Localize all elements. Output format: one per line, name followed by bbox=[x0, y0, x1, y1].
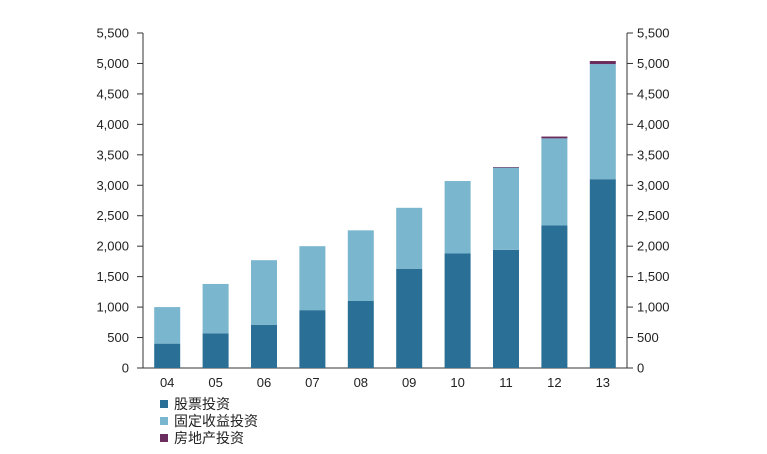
right-y-tick-label: 4,000 bbox=[637, 117, 670, 132]
left-y-tick-label: 3,500 bbox=[96, 147, 129, 162]
legend-label: 房地产投资 bbox=[174, 430, 244, 446]
left-y-axis: 0 500 1,000 1,500 2,000 2,500 3,000 3,500 4,000 4… bbox=[96, 26, 144, 376]
right-y-tick-label: 5,500 bbox=[637, 26, 670, 41]
right-y-axis: 0 500 1,000 1,500 2,000 2,500 3,000 3,500 4,000 4… bbox=[626, 26, 670, 376]
x-tick-label: 09 bbox=[402, 375, 416, 390]
left-y-tick-label: 5,000 bbox=[96, 56, 129, 71]
left-y-tick-label: 3,000 bbox=[96, 178, 129, 193]
left-y-tick-label: 4,000 bbox=[96, 117, 129, 132]
right-y-tick-label: 4,500 bbox=[637, 86, 670, 101]
right-y-tick-label: 1,500 bbox=[637, 269, 670, 284]
bar-segment-fixed-income bbox=[299, 246, 326, 311]
bar-segment-real-estate bbox=[541, 136, 568, 139]
bar-segment-real-estate bbox=[589, 61, 616, 65]
bar-segment-equity bbox=[202, 333, 229, 368]
left-y-tick-label: 1,000 bbox=[96, 300, 129, 315]
bar-segment-equity bbox=[251, 324, 277, 368]
x-tick-label: 05 bbox=[208, 375, 222, 390]
bar-segment-equity bbox=[493, 249, 519, 368]
x-tick-label: 10 bbox=[450, 375, 464, 390]
right-y-tick-label: 2,000 bbox=[637, 239, 670, 254]
bar-segment-fixed-income bbox=[589, 64, 616, 180]
bar-segment-equity bbox=[589, 179, 616, 368]
right-y-tick-label: 3,000 bbox=[637, 178, 670, 193]
bars-group bbox=[154, 61, 616, 368]
bar-segment-fixed-income bbox=[251, 260, 277, 325]
right-y-tick-label: 3,500 bbox=[637, 147, 670, 162]
left-y-tick-label: 2,500 bbox=[96, 208, 129, 223]
legend-swatch-real-estate bbox=[160, 434, 168, 442]
bar-segment-fixed-income bbox=[202, 283, 229, 334]
x-tick-label: 08 bbox=[354, 375, 368, 390]
right-y-tick-label: 1,000 bbox=[637, 300, 670, 315]
x-tick-label: 13 bbox=[596, 375, 610, 390]
bar-segment-fixed-income bbox=[347, 230, 374, 301]
right-y-tick-label: 0 bbox=[637, 361, 644, 376]
bar-segment-fixed-income bbox=[154, 307, 181, 344]
bar-segment-equity bbox=[444, 253, 471, 368]
bar-segment-fixed-income bbox=[444, 181, 471, 254]
bar-segment-equity bbox=[347, 301, 374, 368]
bar-segment-equity bbox=[299, 310, 326, 368]
left-y-tick-label: 500 bbox=[107, 330, 129, 345]
x-tick-label: 12 bbox=[547, 375, 561, 390]
x-tick-label: 04 bbox=[160, 375, 174, 390]
bar-segment-real-estate bbox=[493, 167, 519, 168]
left-y-tick-label: 1,500 bbox=[96, 269, 129, 284]
legend-swatch-fixed-income bbox=[160, 417, 168, 425]
legend-swatch-equity bbox=[160, 400, 168, 408]
right-y-tick-label: 500 bbox=[637, 330, 659, 345]
bar-segment-equity bbox=[154, 343, 181, 368]
left-y-tick-label: 4,500 bbox=[96, 86, 129, 101]
left-y-tick-label: 0 bbox=[122, 361, 129, 376]
bar-segment-equity bbox=[541, 225, 568, 368]
x-tick-label: 06 bbox=[257, 375, 271, 390]
left-y-tick-label: 5,500 bbox=[96, 26, 129, 41]
bar-segment-fixed-income bbox=[541, 138, 568, 226]
bar-segment-fixed-income bbox=[396, 207, 423, 269]
x-tick-label: 07 bbox=[305, 375, 319, 390]
x-tick-label: 11 bbox=[499, 375, 513, 390]
x-axis: 04 05 06 07 08 09 10 11 12 13 bbox=[143, 367, 627, 390]
bar-segment-equity bbox=[396, 268, 423, 368]
right-y-tick-label: 2,500 bbox=[637, 208, 670, 223]
bar-segment-fixed-income bbox=[493, 167, 519, 250]
left-y-tick-label: 2,000 bbox=[96, 239, 129, 254]
right-y-tick-label: 5,000 bbox=[637, 56, 670, 71]
legend-label: 固定收益投资 bbox=[174, 413, 258, 429]
legend-label: 股票投资 bbox=[174, 396, 230, 412]
